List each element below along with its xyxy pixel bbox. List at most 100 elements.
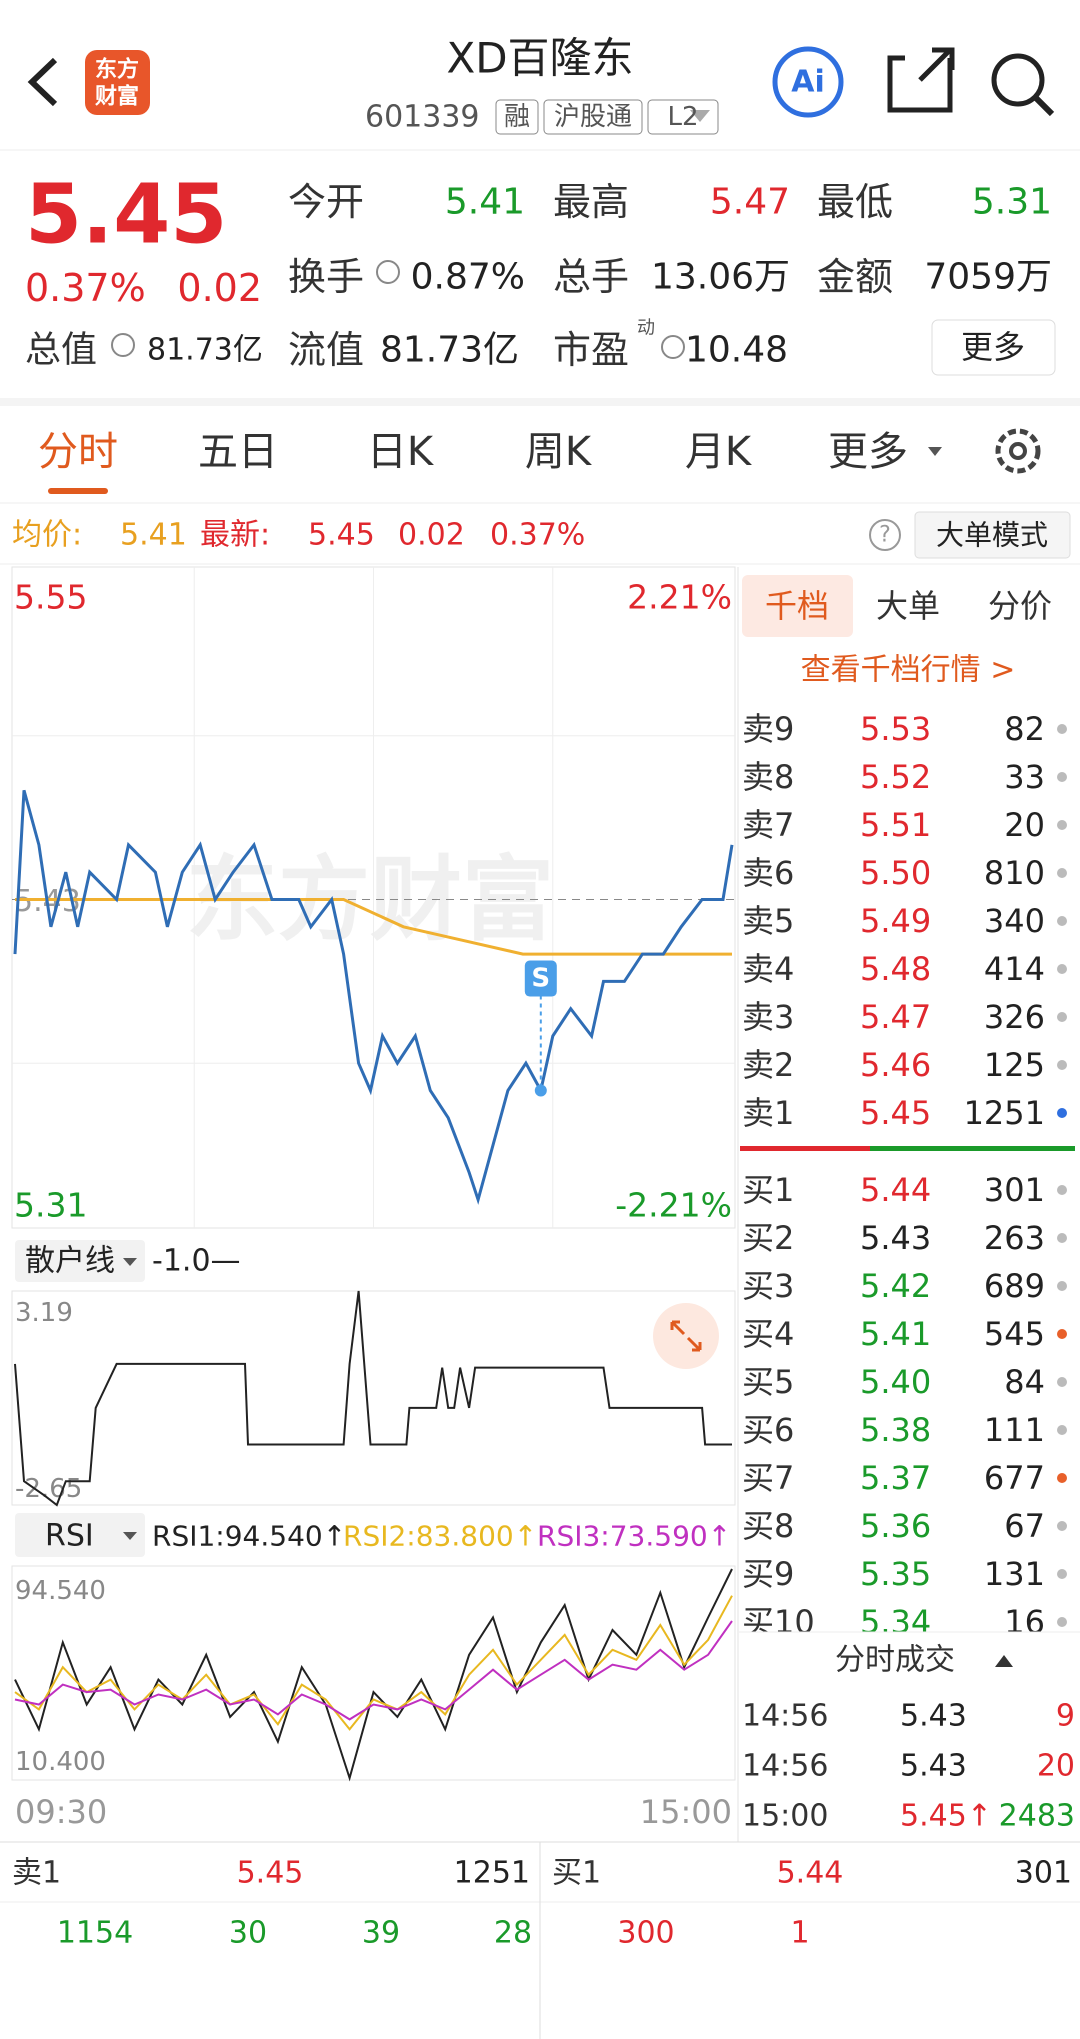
book-label: 卖7 xyxy=(742,806,794,844)
bottom-price: 5.44 xyxy=(777,1856,844,1891)
book-volume: 33 xyxy=(1004,758,1045,796)
book-tab[interactable]: 分价 xyxy=(988,587,1052,625)
help-icon[interactable] xyxy=(869,519,901,551)
tab[interactable]: 月K xyxy=(685,429,753,475)
book-dot xyxy=(1057,964,1067,974)
book-label: 卖9 xyxy=(742,710,794,748)
settings-button[interactable] xyxy=(995,428,1041,474)
book-volume: 340 xyxy=(984,902,1045,940)
logo-text: 东方 xyxy=(95,57,139,83)
trade-price: 5.43 xyxy=(900,1749,967,1784)
book-dot xyxy=(1057,1617,1067,1627)
expand-icon xyxy=(670,1320,702,1352)
book-volume: 326 xyxy=(984,998,1045,1036)
trades-panel xyxy=(739,1632,1080,1841)
more-button[interactable] xyxy=(931,319,1056,376)
trade-price: 5.43 xyxy=(900,1699,967,1734)
ai-button[interactable] xyxy=(772,46,844,118)
book-price: 5.46 xyxy=(860,1046,931,1084)
trade-time: 14:56 xyxy=(742,1749,828,1784)
info-latest: 5.45 xyxy=(308,518,375,553)
share-button[interactable] xyxy=(887,47,955,113)
info-change-pct: 0.37% xyxy=(490,518,585,553)
bid-bar xyxy=(870,1146,1075,1151)
info-change: 0.02 xyxy=(398,518,465,553)
trade-volume: 9 xyxy=(1056,1699,1075,1734)
book-dot xyxy=(1057,772,1067,782)
book-volume: 1251 xyxy=(964,1094,1045,1132)
tag: 沪股通 xyxy=(554,102,632,132)
back-button[interactable] xyxy=(27,57,58,107)
title: XD百隆东 xyxy=(446,34,633,83)
expand-button[interactable] xyxy=(653,1303,719,1369)
info-avg-label: 均价: xyxy=(12,518,82,553)
book-dot xyxy=(1057,1521,1067,1531)
tab[interactable]: 更多 xyxy=(828,429,908,475)
trade-volume: 2483 xyxy=(999,1799,1075,1834)
book-dot xyxy=(1057,1569,1067,1579)
sort-arrow xyxy=(995,1655,1013,1667)
book-label: 卖5 xyxy=(742,902,794,940)
book-link[interactable]: 查看千档行情 > xyxy=(801,653,1016,688)
book-dot xyxy=(1057,1060,1067,1070)
stock-code: 601339 xyxy=(365,100,480,135)
tab[interactable]: 日K xyxy=(367,429,435,475)
tab[interactable]: 周K xyxy=(525,429,593,475)
book-price: 5.45 xyxy=(860,1094,931,1132)
field-value: 10.48 xyxy=(685,330,788,371)
trades-title[interactable]: 分时成交 xyxy=(835,1643,955,1678)
book-tab[interactable]: 千档 xyxy=(765,587,829,625)
indicator-dropdown[interactable] xyxy=(15,1513,145,1557)
field-label: 换手 xyxy=(288,255,364,299)
book-label: 卖2 xyxy=(742,1046,794,1084)
field-label: 总值 xyxy=(25,330,97,371)
dropdown-arrow xyxy=(123,1532,137,1540)
y-tick-label: 5.55 xyxy=(14,578,87,617)
indicator-name: 散户线 xyxy=(25,1244,115,1279)
signal-badge xyxy=(524,960,557,997)
settings-center xyxy=(1009,442,1027,460)
mode-button-label[interactable]: 大单模式 xyxy=(936,519,1048,552)
book-dot xyxy=(1057,1425,1067,1435)
search-button[interactable] xyxy=(991,53,1045,107)
book-label: 买4 xyxy=(742,1315,794,1353)
bottom-detail: 28 xyxy=(494,1916,532,1951)
book-price: 5.37 xyxy=(860,1459,931,1497)
more-button-label[interactable]: 更多 xyxy=(961,328,1025,366)
book-price: 5.35 xyxy=(860,1555,931,1593)
book-volume: 301 xyxy=(984,1171,1045,1209)
series-line xyxy=(14,1568,733,1782)
book-label: 买7 xyxy=(742,1459,794,1497)
info-latest-label: 最新: xyxy=(200,518,270,553)
bottom-detail: 1154 xyxy=(57,1916,133,1951)
bottom-detail: 300 xyxy=(617,1916,674,1951)
tab[interactable]: 分时 xyxy=(38,429,118,475)
book-dot xyxy=(1057,868,1067,878)
info-icon[interactable] xyxy=(661,335,685,359)
indicator-dropdown[interactable] xyxy=(15,1240,145,1282)
info-icon[interactable] xyxy=(376,260,400,284)
dropdown-arrow[interactable] xyxy=(690,110,710,122)
ask-bar xyxy=(740,1146,870,1151)
field-value: 81.73亿 xyxy=(147,333,263,368)
y2-tick-label: 2.21% xyxy=(627,578,732,617)
info-icon[interactable] xyxy=(111,333,135,357)
signal-point xyxy=(534,1084,547,1097)
tag-box xyxy=(543,99,643,135)
tab[interactable]: 五日 xyxy=(198,429,278,475)
book-dot xyxy=(1057,1329,1067,1339)
field-value: 13.06万 xyxy=(651,257,790,298)
book-dot xyxy=(1057,1377,1067,1387)
book-tab[interactable]: 大单 xyxy=(876,587,940,625)
book-label: 买8 xyxy=(742,1507,794,1545)
change-pct: 0.37% xyxy=(25,266,146,310)
tag: 融 xyxy=(504,102,530,132)
mode-button[interactable] xyxy=(914,511,1071,559)
field-label: 流值 xyxy=(288,328,364,372)
book-label: 卖6 xyxy=(742,854,794,892)
logo-text: 财富 xyxy=(95,84,139,110)
book-dot xyxy=(1057,1281,1067,1291)
indicator-name: RSI xyxy=(45,1519,94,1554)
dropdown-arrow[interactable] xyxy=(928,447,942,456)
series-line xyxy=(14,1620,733,1721)
